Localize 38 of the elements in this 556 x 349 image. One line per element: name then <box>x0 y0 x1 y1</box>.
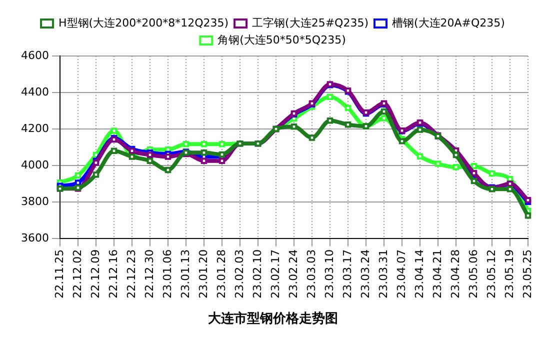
x-tick-label: 23.02.10 <box>250 249 264 298</box>
x-tick-label: 23.05.25 <box>520 249 534 298</box>
y-tick-label: 4600 <box>20 48 49 62</box>
x-tick-label: 23.01.28 <box>214 249 228 298</box>
x-tick-label: 22.12.09 <box>88 249 102 298</box>
x-tick-label: 23.04.07 <box>394 249 408 298</box>
legend-label: 工字钢(大连25#Q235) <box>252 16 368 30</box>
x-tick-label: 23.01.13 <box>178 249 192 298</box>
x-tick-label: 22.12.16 <box>106 249 120 298</box>
x-tick-label: 23.04.28 <box>448 249 462 298</box>
x-tick-label: 23.04.21 <box>430 249 444 298</box>
y-tick-label: 4400 <box>20 85 49 98</box>
x-tick-label: 22.12.30 <box>142 249 156 298</box>
x-tick-label: 23.04.14 <box>412 249 426 298</box>
x-tick-label: 23.03.31 <box>376 249 390 298</box>
legend-label: 槽钢(大连20A#Q235) <box>392 16 505 30</box>
x-tick-label: 23.02.03 <box>232 249 246 298</box>
x-tick-label: 23.01.06 <box>160 249 174 298</box>
x-tick-label: 22.12.02 <box>70 249 84 298</box>
x-tick-label: 23.03.10 <box>322 249 336 298</box>
x-tick-label: 23.05.19 <box>502 249 516 298</box>
x-tick-label: 22.11.25 <box>52 249 66 298</box>
y-tick-label: 3600 <box>20 231 49 244</box>
x-tick-label: 23.05.12 <box>484 249 498 298</box>
y-tick-label: 3800 <box>20 194 49 208</box>
x-tick-label: 22.12.23 <box>124 249 138 298</box>
x-tick-label: 23.03.17 <box>340 249 354 298</box>
x-tick-label: 23.02.24 <box>286 249 300 298</box>
x-tick-label: 23.03.24 <box>358 249 372 298</box>
y-tick-label: 4200 <box>20 122 49 135</box>
text: 大连市型钢价格走势图 <box>208 310 338 327</box>
y-tick-label: 4000 <box>20 158 49 172</box>
legend-label: H型钢(大连200*200*8*12Q235) <box>58 16 229 30</box>
x-tick-label: 23.02.17 <box>268 249 282 298</box>
x-tick-label: 23.05.06 <box>466 249 480 298</box>
legend-label: 角钢(大连50*50*5Q235) <box>218 33 346 46</box>
x-tick-label: 23.01.20 <box>196 249 210 298</box>
x-tick-label: 23.03.03 <box>304 249 318 298</box>
